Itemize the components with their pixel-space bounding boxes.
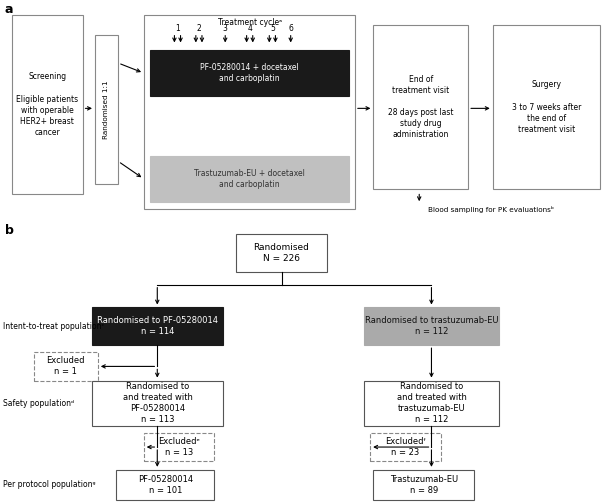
FancyBboxPatch shape [144,433,214,461]
FancyBboxPatch shape [12,15,83,194]
Text: Surgery

3 to 7 weeks after
the end of
treatment visit: Surgery 3 to 7 weeks after the end of tr… [512,81,581,134]
Text: Treatment cycleᵃ: Treatment cycleᵃ [218,18,282,27]
FancyBboxPatch shape [144,15,355,209]
FancyBboxPatch shape [373,470,474,500]
FancyBboxPatch shape [116,470,214,500]
Text: Trastuzumab-EU
n = 89: Trastuzumab-EU n = 89 [390,475,458,495]
FancyBboxPatch shape [370,433,441,461]
Text: Randomised to
and treated with
PF-05280014
n = 113: Randomised to and treated with PF-052800… [122,382,193,424]
Text: Blood sampling for PK evaluationsᵇ: Blood sampling for PK evaluationsᵇ [428,206,554,213]
Text: 5: 5 [270,24,275,33]
FancyBboxPatch shape [236,234,327,272]
FancyBboxPatch shape [92,307,223,345]
FancyBboxPatch shape [150,156,349,202]
Text: 4: 4 [247,24,252,33]
Text: a: a [5,3,13,16]
Text: Per protocol populationᵍ: Per protocol populationᵍ [3,480,95,489]
FancyBboxPatch shape [92,381,223,426]
FancyBboxPatch shape [150,50,349,96]
FancyBboxPatch shape [95,35,118,184]
FancyBboxPatch shape [373,25,468,189]
Text: PF-05280014 + docetaxel
and carboplatin: PF-05280014 + docetaxel and carboplatin [200,63,299,83]
Text: End of
treatment visit

28 days post last
study drug
administration: End of treatment visit 28 days post last… [388,75,453,139]
Text: 2: 2 [196,24,201,33]
Text: Randomised to PF-05280014
n = 114: Randomised to PF-05280014 n = 114 [97,317,218,336]
FancyBboxPatch shape [34,352,98,381]
FancyBboxPatch shape [493,25,600,189]
Text: Excluded
n = 1: Excluded n = 1 [47,356,85,376]
Text: Excludedᶠ
n = 23: Excludedᶠ n = 23 [385,437,426,457]
Text: b: b [5,224,14,237]
Text: 6: 6 [288,24,293,33]
Text: Randomised 1:1: Randomised 1:1 [103,80,110,139]
Text: 3: 3 [223,24,228,33]
Text: Screening

Eligible patients
with operable
HER2+ breast
cancer: Screening Eligible patients with operabl… [17,73,78,137]
Text: Randomised to trastuzumab-EU
n = 112: Randomised to trastuzumab-EU n = 112 [365,317,498,336]
Text: PF-05280014
n = 101: PF-05280014 n = 101 [138,475,193,495]
Text: Safety populationᵈ: Safety populationᵈ [3,399,74,408]
Text: Intent-to-treat populationᶜ: Intent-to-treat populationᶜ [3,322,104,331]
Text: Excludedᵉ
n = 13: Excludedᵉ n = 13 [158,437,200,457]
FancyBboxPatch shape [364,381,499,426]
Text: Trastuzumab-EU + docetaxel
and carboplatin: Trastuzumab-EU + docetaxel and carboplat… [194,169,305,189]
FancyBboxPatch shape [364,307,499,345]
Text: Randomised to
and treated with
trastuzumab-EU
n = 112: Randomised to and treated with trastuzum… [397,382,466,424]
Text: 1: 1 [175,24,180,33]
Text: Randomised
N = 226: Randomised N = 226 [253,243,310,263]
